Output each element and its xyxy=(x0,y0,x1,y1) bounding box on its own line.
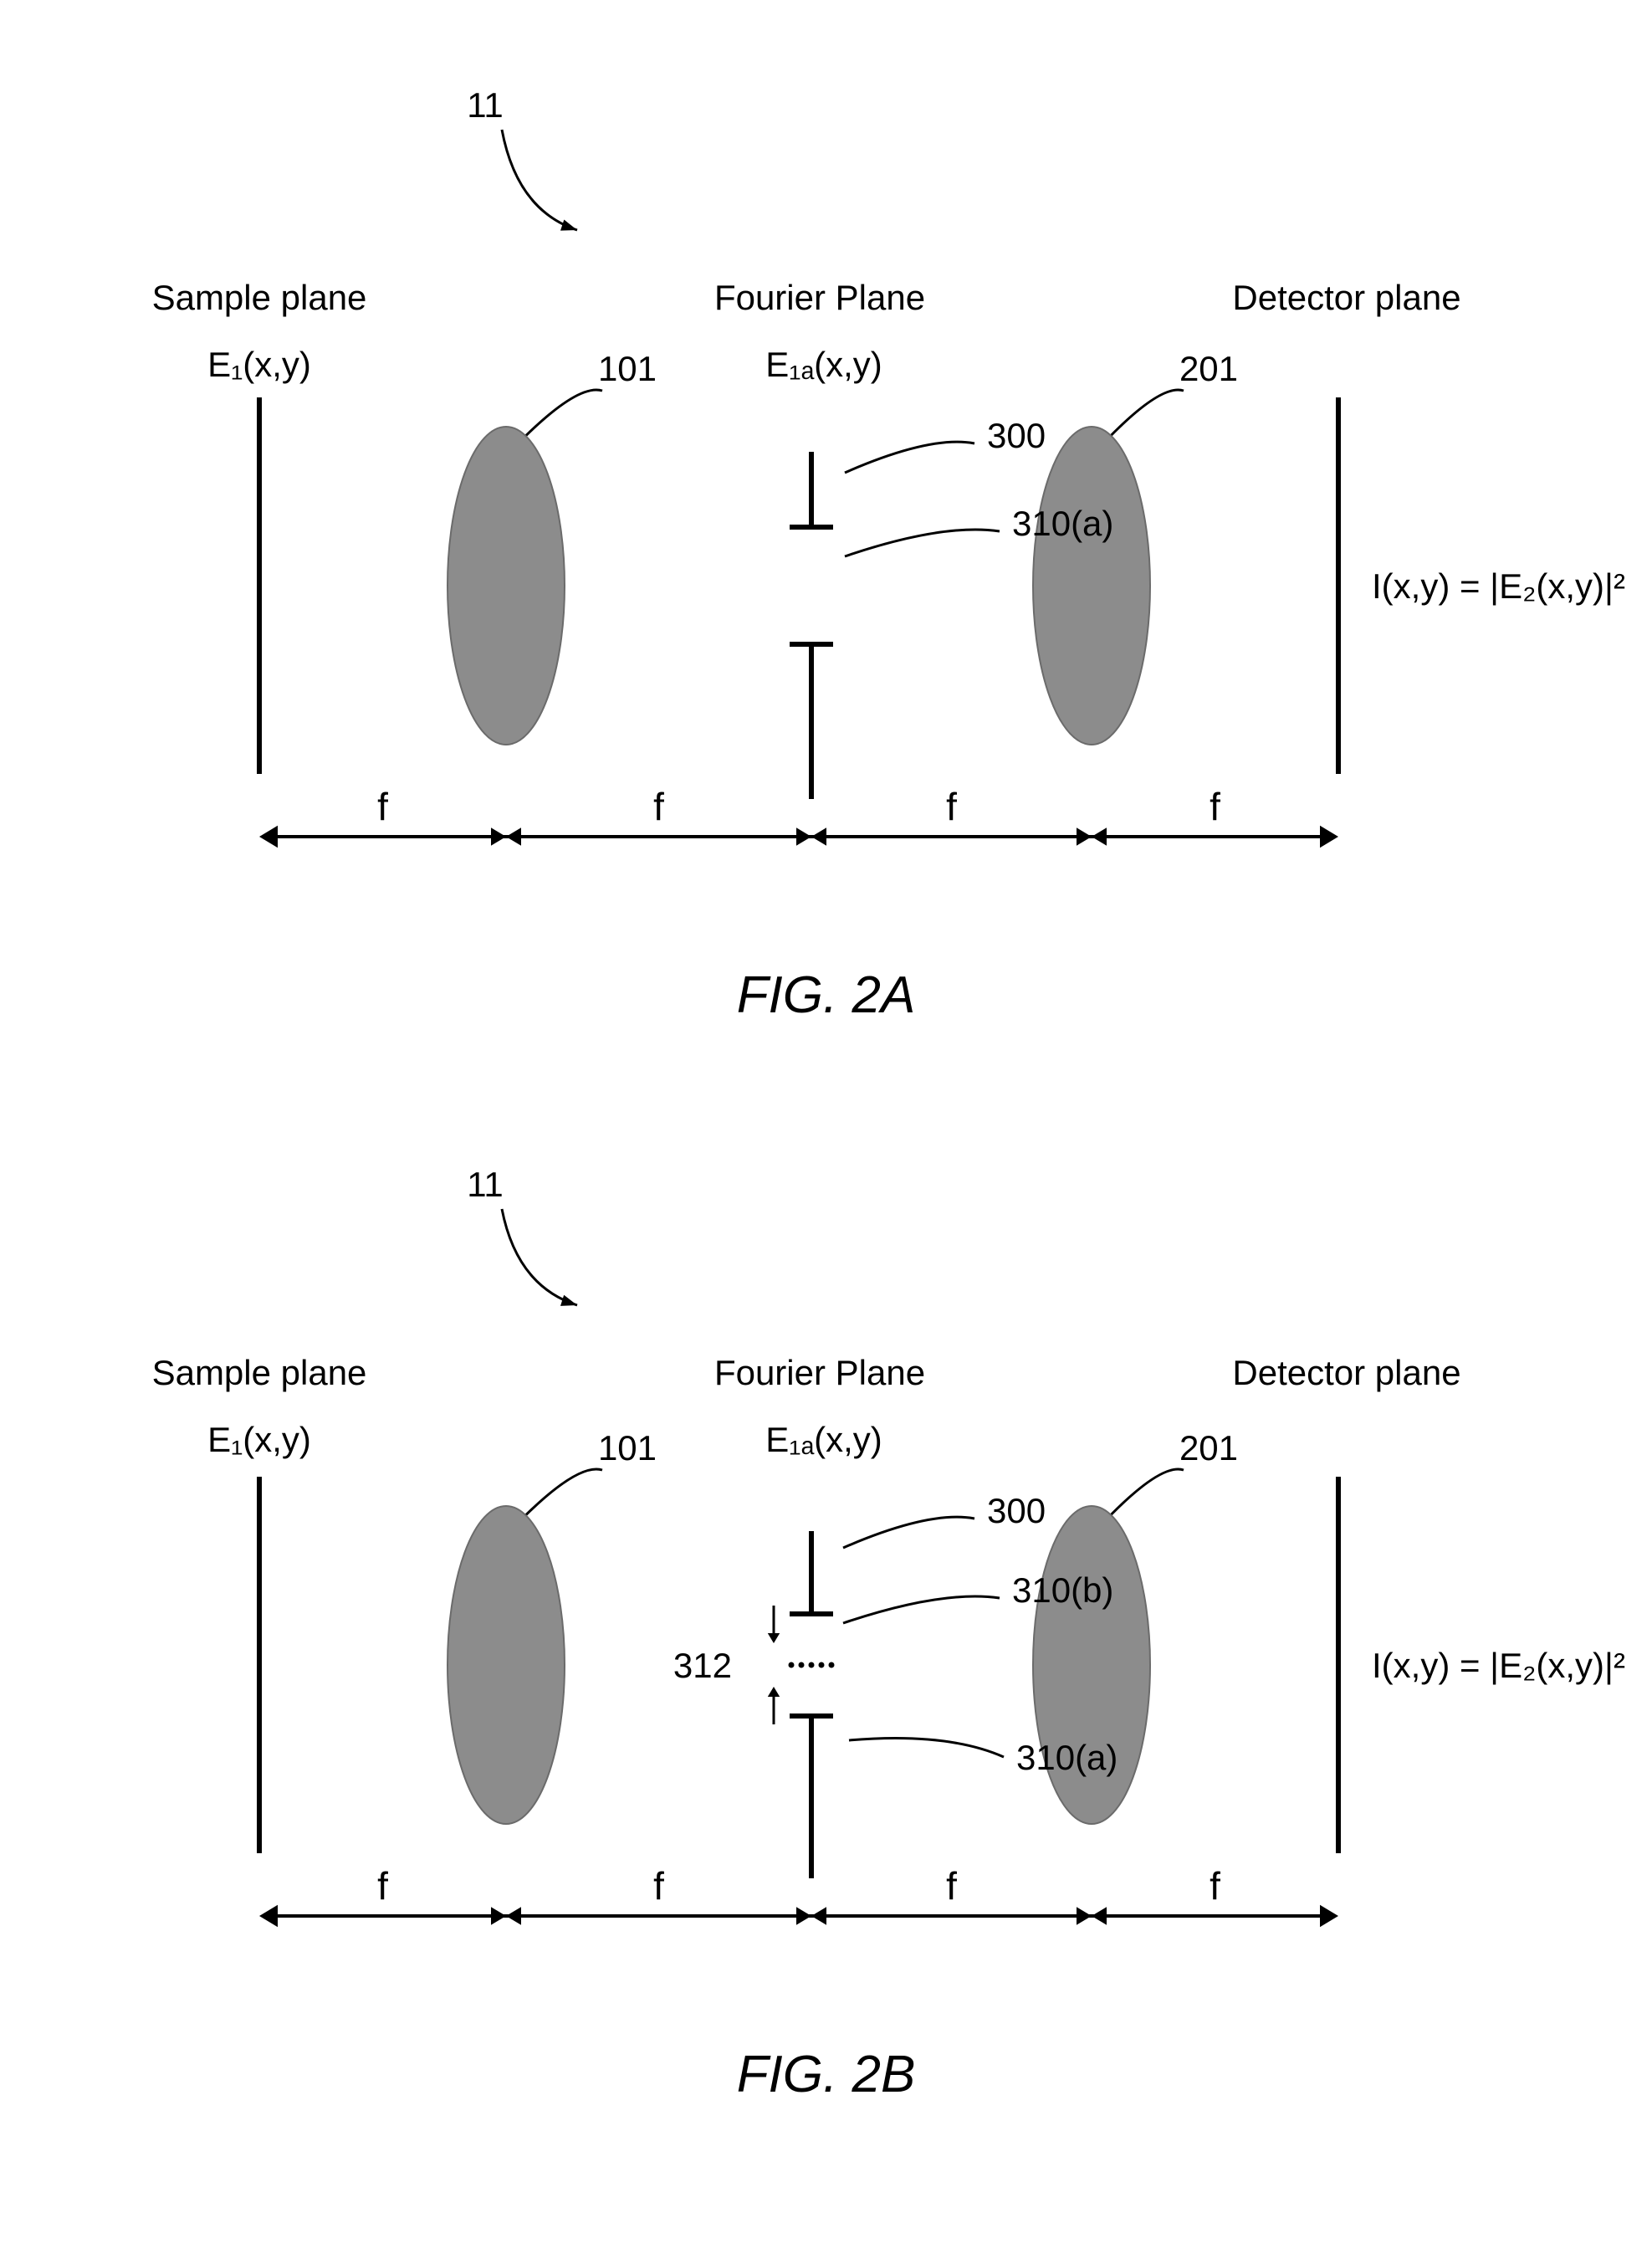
ref-101: 101 xyxy=(598,349,657,388)
figure-caption: FIG. 2B xyxy=(737,2046,916,2103)
intensity-label: I(x,y) = |E₂(x,y)|² xyxy=(1372,566,1625,606)
ref-310a: 310(a) xyxy=(1012,504,1113,543)
figure-caption: FIG. 2A xyxy=(737,966,916,1024)
ref-312: 312 xyxy=(673,1646,732,1685)
sample-plane-label: Sample plane xyxy=(152,1353,367,1392)
dash-dot xyxy=(809,1743,813,1747)
ref-201: 201 xyxy=(1179,349,1238,388)
E1-label: E₁(x,y) xyxy=(207,345,311,384)
E1A-label: E₁ₐ(x,y) xyxy=(765,1420,882,1459)
f-label: f xyxy=(653,1864,664,1908)
intensity-label: I(x,y) = |E₂(x,y)|² xyxy=(1372,1646,1625,1685)
f-label: f xyxy=(946,785,957,828)
f-label: f xyxy=(1210,1864,1220,1908)
f-label: f xyxy=(377,785,388,828)
ref-300: 300 xyxy=(987,1491,1046,1530)
f-label: f xyxy=(653,785,664,828)
lens-2 xyxy=(1033,427,1150,745)
sample-plane-label: Sample plane xyxy=(152,278,367,317)
slit-dot xyxy=(809,1662,815,1668)
fourier-plane-label: Fourier Plane xyxy=(714,1353,925,1392)
ref-300: 300 xyxy=(987,416,1046,455)
detector-plane-label: Detector plane xyxy=(1232,278,1460,317)
f-label: f xyxy=(1210,785,1220,828)
figure-ref-number: 11 xyxy=(467,85,504,125)
slit-dot xyxy=(829,1662,835,1668)
figure-ref-number: 11 xyxy=(467,1165,504,1204)
f-label: f xyxy=(946,1864,957,1908)
fourier-plane-label: Fourier Plane xyxy=(714,278,925,317)
slit-dot xyxy=(789,1662,795,1668)
lens-1 xyxy=(448,1506,565,1824)
ref-310b: 310(b) xyxy=(1012,1570,1113,1610)
detector-plane-label: Detector plane xyxy=(1232,1353,1460,1392)
f-label: f xyxy=(377,1864,388,1908)
ref-101: 101 xyxy=(598,1428,657,1468)
lens-1 xyxy=(448,427,565,745)
dash-dot xyxy=(809,1753,813,1757)
E1-label: E₁(x,y) xyxy=(207,1420,311,1459)
dash-dot xyxy=(809,1763,813,1767)
ref-310a: 310(a) xyxy=(1016,1738,1118,1777)
slit-dot xyxy=(819,1662,825,1668)
ref-201: 201 xyxy=(1179,1428,1238,1468)
E1A-label: E₁ₐ(x,y) xyxy=(765,345,882,384)
slit-dot xyxy=(799,1662,805,1668)
